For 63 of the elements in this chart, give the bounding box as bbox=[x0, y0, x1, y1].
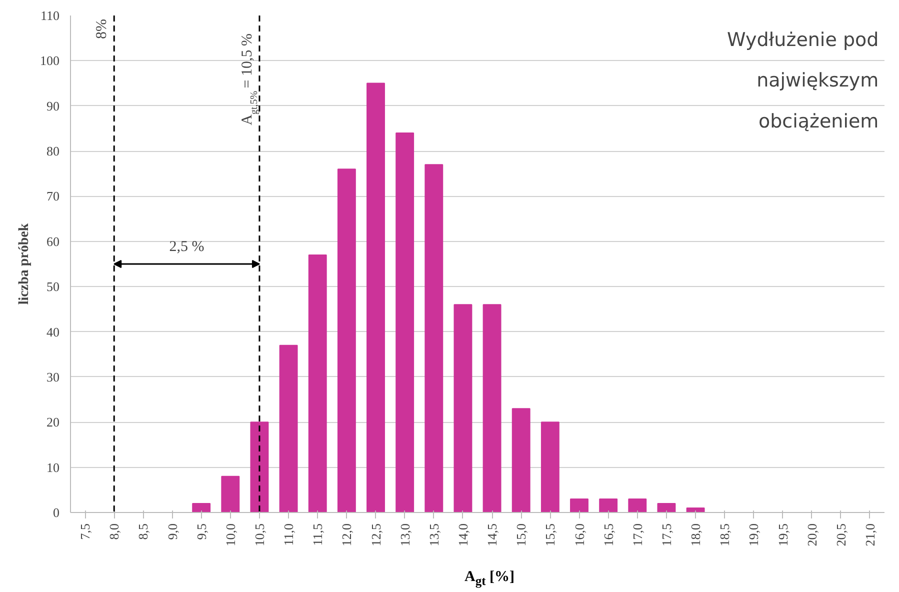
bar bbox=[540, 422, 560, 512]
y-tick-label: 80 bbox=[46, 144, 60, 159]
x-tick-label: 9,5 bbox=[194, 524, 209, 540]
x-tick-label: 14,5 bbox=[484, 524, 500, 546]
x-tick-label: 12,5 bbox=[368, 524, 384, 546]
bar bbox=[628, 498, 647, 512]
y-tick-label: 30 bbox=[46, 369, 60, 384]
bar bbox=[570, 498, 588, 512]
bar bbox=[424, 164, 444, 512]
x-tick-label: 17,0 bbox=[630, 524, 645, 546]
x-tick-label: 12,0 bbox=[339, 524, 354, 546]
x-tick-label: 16,0 bbox=[572, 524, 587, 546]
y-tick-label: 20 bbox=[46, 414, 60, 430]
bar bbox=[657, 502, 676, 512]
bar bbox=[454, 304, 472, 512]
bar bbox=[482, 304, 502, 512]
bar bbox=[337, 168, 356, 512]
x-tick-label: 8,0 bbox=[106, 524, 122, 540]
x-tick-label: 15,0 bbox=[514, 524, 529, 546]
x-tick-label: 18,0 bbox=[688, 524, 704, 546]
x-tick-label: 17,5 bbox=[658, 524, 674, 546]
x-tick-label: 15,5 bbox=[542, 524, 558, 546]
x-tick-label: 20,0 bbox=[804, 524, 820, 546]
x-tick-label: 19,5 bbox=[775, 524, 790, 546]
x-tick-label: 11,5 bbox=[310, 523, 326, 546]
bar bbox=[250, 422, 269, 512]
x-tick-label: 10,0 bbox=[222, 524, 238, 546]
y-tick-label: 110 bbox=[40, 8, 60, 23]
y-tick-label: 10 bbox=[46, 460, 60, 475]
x-axis-title: A$_{gt}$ [%] bbox=[463, 568, 516, 590]
y-axis-title: liczba próbek bbox=[17, 223, 32, 305]
y-tick-label: 90 bbox=[46, 98, 60, 114]
y-tick-label: 50 bbox=[46, 279, 60, 294]
x-tick-label: 9,0 bbox=[164, 524, 180, 540]
x-tick-label: 18,5 bbox=[717, 524, 732, 546]
text: Wydłużenie pod największym obciążeniem bbox=[727, 29, 879, 132]
x-tick-label: 19,0 bbox=[746, 524, 762, 546]
bar bbox=[512, 408, 530, 512]
bar bbox=[221, 476, 240, 512]
bar bbox=[366, 82, 385, 512]
x-tick-label: 8,5 bbox=[136, 524, 151, 540]
x-tick-label: 7,5 bbox=[78, 524, 93, 540]
ref-line-label: 8% bbox=[94, 19, 110, 40]
bar bbox=[599, 498, 618, 512]
ref-line-label: Agt,5% = 10,5 % bbox=[239, 34, 260, 126]
bar bbox=[192, 502, 211, 512]
x-tick-label: 16,5 bbox=[600, 524, 616, 546]
x-tick-label: 13,5 bbox=[426, 524, 442, 546]
y-tick-label: 40 bbox=[46, 324, 60, 340]
annotation: 2,5 % bbox=[169, 238, 204, 255]
x-tick-label: 13,0 bbox=[397, 524, 412, 546]
y-tick-label: 60 bbox=[46, 234, 60, 249]
y-tick-label: 100 bbox=[40, 53, 60, 68]
y-tick-label: 0 bbox=[53, 505, 60, 520]
bar bbox=[308, 254, 327, 512]
y-tick-label: 70 bbox=[46, 188, 60, 204]
bar bbox=[279, 344, 298, 512]
x-tick-label: 10,5 bbox=[252, 524, 267, 546]
bar bbox=[396, 132, 414, 512]
x-tick-label: 11,0 bbox=[281, 523, 296, 546]
x-tick-label: 21,0 bbox=[862, 524, 878, 546]
x-tick-label: 20,5 bbox=[833, 524, 848, 546]
x-tick-label: 14,0 bbox=[455, 524, 470, 546]
